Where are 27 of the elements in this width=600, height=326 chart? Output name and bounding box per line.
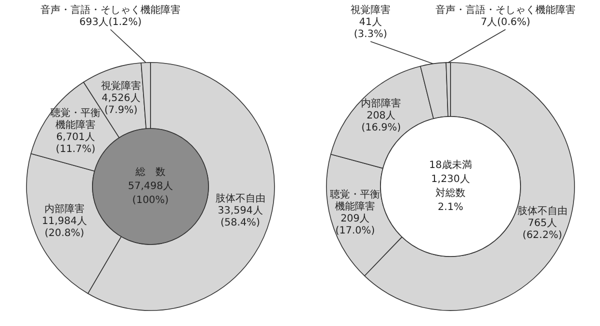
data-label: 4,526人 (7.9%) [102, 92, 140, 116]
data-label: 7人(0.6%) [480, 17, 530, 28]
text: 対総数 [436, 187, 466, 199]
slice-label: 肢体不自由 [215, 192, 266, 204]
data-label: 41人 (3.3%) [354, 17, 388, 40]
text: 18歳未満 [429, 159, 472, 171]
slice-label: 視覚障害 [350, 4, 390, 16]
data-label: 209人 (17.0%) [335, 213, 375, 236]
text: 総 数 [134, 166, 166, 178]
text: 57,498人 [128, 181, 174, 192]
data-label: 11,984人 (20.8%) [42, 216, 87, 240]
slice-label: 視覚障害 [100, 80, 141, 92]
slice-label: 音声・言語・そしゃく機能障害 [40, 4, 180, 16]
text: 1,230人 [431, 174, 470, 185]
data-label: 6,701人 (11.7%) [56, 132, 96, 155]
text: 2.1% [438, 202, 464, 213]
slice-label: 肢体不自由 [517, 205, 568, 218]
data-label: 33,594人 (58.4%) [218, 205, 263, 228]
slice-label: 音声・言語・そしゃく機能障害 [436, 4, 576, 16]
slice-label: 内部障害 [361, 97, 402, 110]
data-label: 765人 (62.2%) [522, 218, 562, 242]
slice-label: 聴覚・平衡機能障害 [50, 106, 101, 131]
slice-label: 内部障害 [44, 203, 84, 216]
slice-label: 聴覚・平衡機能障害 [330, 188, 380, 212]
text: (100%) [132, 195, 169, 206]
data-label: 208人 (16.9%) [361, 110, 402, 134]
data-label: 693人(1.2%) [79, 17, 142, 28]
